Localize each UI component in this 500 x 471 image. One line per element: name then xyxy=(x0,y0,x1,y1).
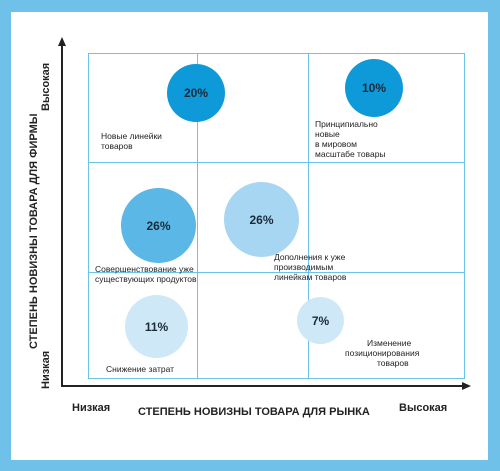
label-cost-reduction: Снижение затрат xyxy=(106,364,175,374)
bubble-world-new: 10% xyxy=(345,59,403,117)
y-axis-title: СТЕПЕНЬ НОВИЗНЫ ТОВАРА ДЛЯ ФИРМЫ xyxy=(28,113,40,349)
bubble-cost-reduction: 11% xyxy=(125,295,188,358)
label-improvement: Совершенствование уже существующих продук… xyxy=(95,264,197,284)
bubble-improvement: 26% xyxy=(121,188,196,263)
y-axis-high-label: Высокая xyxy=(40,62,52,111)
y-axis-arrow xyxy=(58,37,66,46)
x-axis-low-label: Низкая xyxy=(72,402,111,414)
label-repositioning: Изменение позиционирования товаров xyxy=(345,338,420,368)
label-additions: Дополнения к уже производимым линейкам то… xyxy=(274,252,347,282)
x-axis-title: СТЕПЕНЬ НОВИЗНЫ ТОВАРА ДЛЯ РЫНКА xyxy=(138,406,370,418)
x-axis xyxy=(61,385,464,387)
bubble-additions: 26% xyxy=(224,182,299,257)
y-axis xyxy=(61,44,63,387)
y-axis-low-label: Низкая xyxy=(40,350,52,389)
x-axis-high-label: Высокая xyxy=(399,402,448,414)
bubble-new-lines: 20% xyxy=(167,64,225,122)
x-axis-arrow xyxy=(462,382,471,390)
label-world-new: Принципиально новые в мировом масштабе тов… xyxy=(315,119,386,159)
bubble-repositioning: 7% xyxy=(297,297,344,344)
label-new-lines: Новые линейки товаров xyxy=(101,131,162,151)
